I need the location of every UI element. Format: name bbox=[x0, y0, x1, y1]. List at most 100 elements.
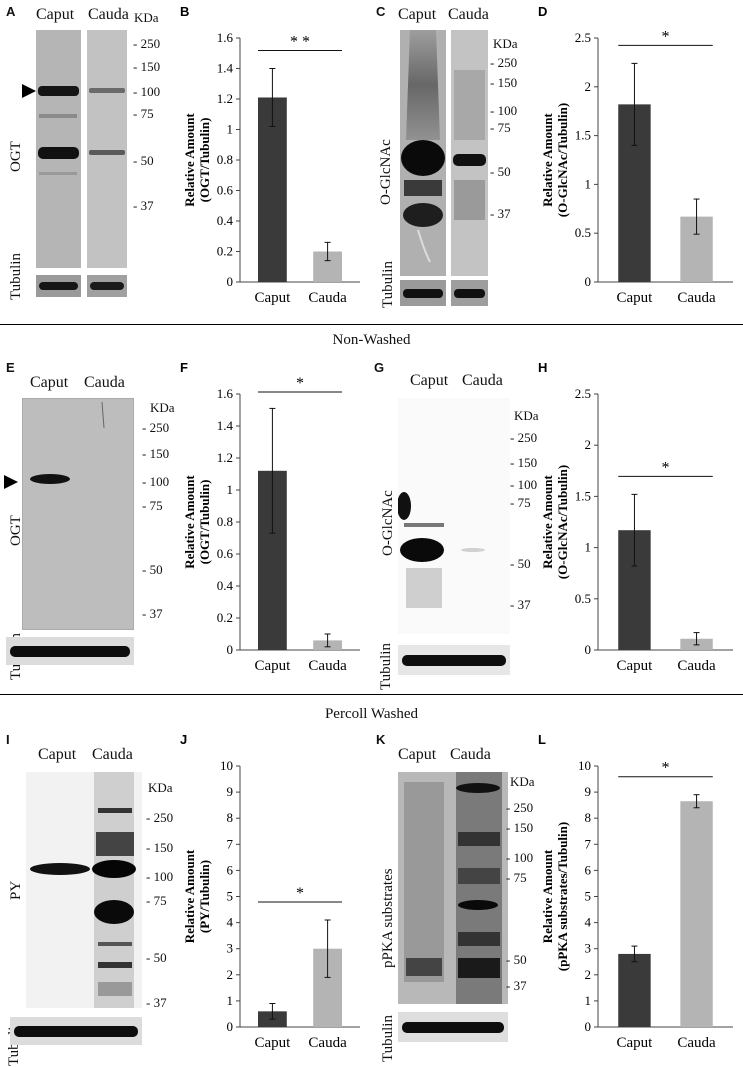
bar-chart-h: H 0 0.5 1 1.5 2 2.5 Relative Amount (O-GlcNAc/Tu… bbox=[536, 358, 741, 688]
kda-label: KDa bbox=[148, 780, 173, 795]
western-blot-cauda bbox=[451, 30, 488, 276]
tubulin-blot-cauda bbox=[451, 280, 488, 306]
chart-svg: L 0 1 2 3 4 5 6 7 8 9 10 Relative Amount (pPKA substr… bbox=[538, 732, 733, 1051]
section-divider bbox=[0, 324, 743, 325]
blot-label-ogt: OGT bbox=[8, 141, 24, 172]
y-tick-label: 0 bbox=[585, 1019, 592, 1034]
blot-label-o-glcnac: O-GlcNAc bbox=[378, 139, 394, 205]
y-tick-label: 2 bbox=[585, 967, 592, 982]
marker-75: - 75 bbox=[142, 498, 163, 513]
bar-chart-l: L 0 1 2 3 4 5 6 7 8 9 10 Relative Amount (pPKA substr… bbox=[536, 730, 741, 1065]
significance-marker: * bbox=[296, 375, 304, 392]
marker-75: - 75 bbox=[510, 495, 531, 510]
marker-50: - 50 bbox=[133, 153, 154, 168]
panel-letter-c: C bbox=[376, 4, 386, 19]
marker-50: - 50 bbox=[506, 952, 527, 967]
marker-150: - 150 bbox=[510, 455, 538, 470]
y-axis-label-2: (O-GlcNAc/Tubulin) bbox=[555, 465, 570, 579]
y-tick-label: 3 bbox=[585, 941, 592, 956]
y-tick-label: 1 bbox=[227, 482, 234, 497]
loading-label-tubulin: Tubulin bbox=[8, 253, 24, 300]
y-tick-label: 1 bbox=[585, 993, 592, 1008]
kda-label: KDa bbox=[514, 408, 539, 423]
y-axis-label: Relative Amount bbox=[540, 475, 555, 569]
y-tick-label: 0.2 bbox=[217, 244, 233, 259]
panel-letter-a: A bbox=[6, 4, 16, 19]
marker-250: - 250 bbox=[133, 36, 161, 51]
x-category-label: Caput bbox=[254, 290, 291, 306]
marker-50: - 50 bbox=[490, 164, 511, 179]
significance-marker: * bbox=[296, 885, 304, 902]
western-blot bbox=[22, 398, 134, 630]
panel-letter-k: K bbox=[376, 732, 386, 747]
y-axis-label-2: (PY/Tubulin) bbox=[197, 860, 212, 933]
kda-label: KDa bbox=[134, 10, 159, 25]
marker-37: - 37 bbox=[133, 198, 154, 213]
marker-150: - 150 bbox=[146, 840, 174, 855]
bar-chart-d: D 0 0.5 1 1.5 2 2.5 Relative Amount (O-GlcNAc/Tu… bbox=[536, 2, 741, 320]
y-tick-label: 0 bbox=[227, 274, 234, 289]
marker-250: - 250 bbox=[146, 810, 174, 825]
loading-label-tubulin: Tubulin bbox=[378, 643, 394, 690]
y-tick-label: 1.4 bbox=[217, 418, 234, 433]
lane-label-cauda: Cauda bbox=[462, 372, 503, 389]
lane-label-caput: Caput bbox=[30, 374, 69, 391]
lane-label-cauda: Cauda bbox=[450, 746, 491, 763]
significance-marker: * * bbox=[290, 34, 310, 51]
marker-37: - 37 bbox=[510, 597, 531, 612]
y-tick-label: 10 bbox=[220, 758, 233, 773]
y-tick-label: 6 bbox=[585, 862, 592, 877]
y-tick-label: 7 bbox=[585, 836, 592, 851]
y-tick-label: 0 bbox=[585, 274, 592, 289]
marker-250: - 250 bbox=[506, 800, 534, 815]
y-axis-label-2: (pPKA substrates/Tubulin) bbox=[555, 822, 570, 971]
section-label-non-washed: Non-Washed bbox=[332, 332, 411, 348]
lane-label-caput: Caput bbox=[410, 372, 449, 389]
marker-100: - 100 bbox=[506, 850, 534, 865]
y-tick-label: 1 bbox=[227, 993, 234, 1008]
x-category-label: Caput bbox=[617, 658, 654, 674]
y-axis-label-2: (O-GlcNAc/Tubulin) bbox=[555, 103, 570, 217]
y-tick-label: 2 bbox=[227, 967, 234, 982]
y-tick-label: 0.4 bbox=[217, 578, 234, 593]
y-tick-label: 10 bbox=[578, 758, 591, 773]
y-tick-label: 1 bbox=[585, 540, 592, 555]
section-label-percoll-washed: Percoll Washed bbox=[324, 706, 419, 722]
panel-letter: D bbox=[538, 4, 547, 19]
lane-label-cauda: Cauda bbox=[88, 6, 129, 23]
y-tick-label: 1.5 bbox=[575, 128, 591, 143]
y-tick-label: 4 bbox=[585, 915, 592, 930]
y-tick-label: 9 bbox=[227, 784, 234, 799]
y-tick-label: 0.8 bbox=[217, 152, 233, 167]
kda-label: KDa bbox=[510, 774, 535, 789]
y-axis-label: Relative Amount bbox=[182, 113, 197, 207]
lane-label-caput: Caput bbox=[398, 6, 437, 23]
y-tick-label: 0 bbox=[585, 642, 592, 657]
marker-100: - 100 bbox=[146, 869, 174, 884]
bar-caput bbox=[258, 97, 287, 282]
lane-label-cauda: Cauda bbox=[84, 374, 125, 391]
y-tick-label: 4 bbox=[227, 915, 234, 930]
lane-label-caput: Caput bbox=[398, 746, 437, 763]
panel-letter: L bbox=[538, 732, 546, 747]
chart-svg: J 0 1 2 3 4 5 6 7 8 9 10 Relative Amount (PY/Tubulin)… bbox=[180, 732, 360, 1051]
tubulin-blot bbox=[6, 637, 134, 665]
y-tick-label: 0.2 bbox=[217, 610, 233, 625]
marker-50: - 50 bbox=[510, 556, 531, 571]
lane-label-cauda: Cauda bbox=[92, 746, 133, 763]
significance-marker: * bbox=[662, 459, 670, 476]
y-tick-label: 1 bbox=[227, 122, 234, 137]
blot-label-py: PY bbox=[8, 880, 24, 900]
western-blot bbox=[398, 398, 510, 634]
panel-letter: B bbox=[180, 4, 189, 19]
y-tick-label: 0.5 bbox=[575, 591, 591, 606]
loading-label-tubulin: Tubulin bbox=[380, 261, 396, 308]
x-category-label: Cauda bbox=[677, 658, 716, 674]
y-tick-label: 0.6 bbox=[217, 183, 234, 198]
tubulin-blot bbox=[10, 1017, 142, 1045]
y-tick-label: 1.4 bbox=[217, 61, 234, 76]
marker-100: - 100 bbox=[490, 103, 518, 118]
x-category-label: Caput bbox=[617, 1035, 654, 1051]
y-axis-label: Relative Amount bbox=[540, 113, 555, 207]
y-tick-label: 0 bbox=[227, 642, 234, 657]
